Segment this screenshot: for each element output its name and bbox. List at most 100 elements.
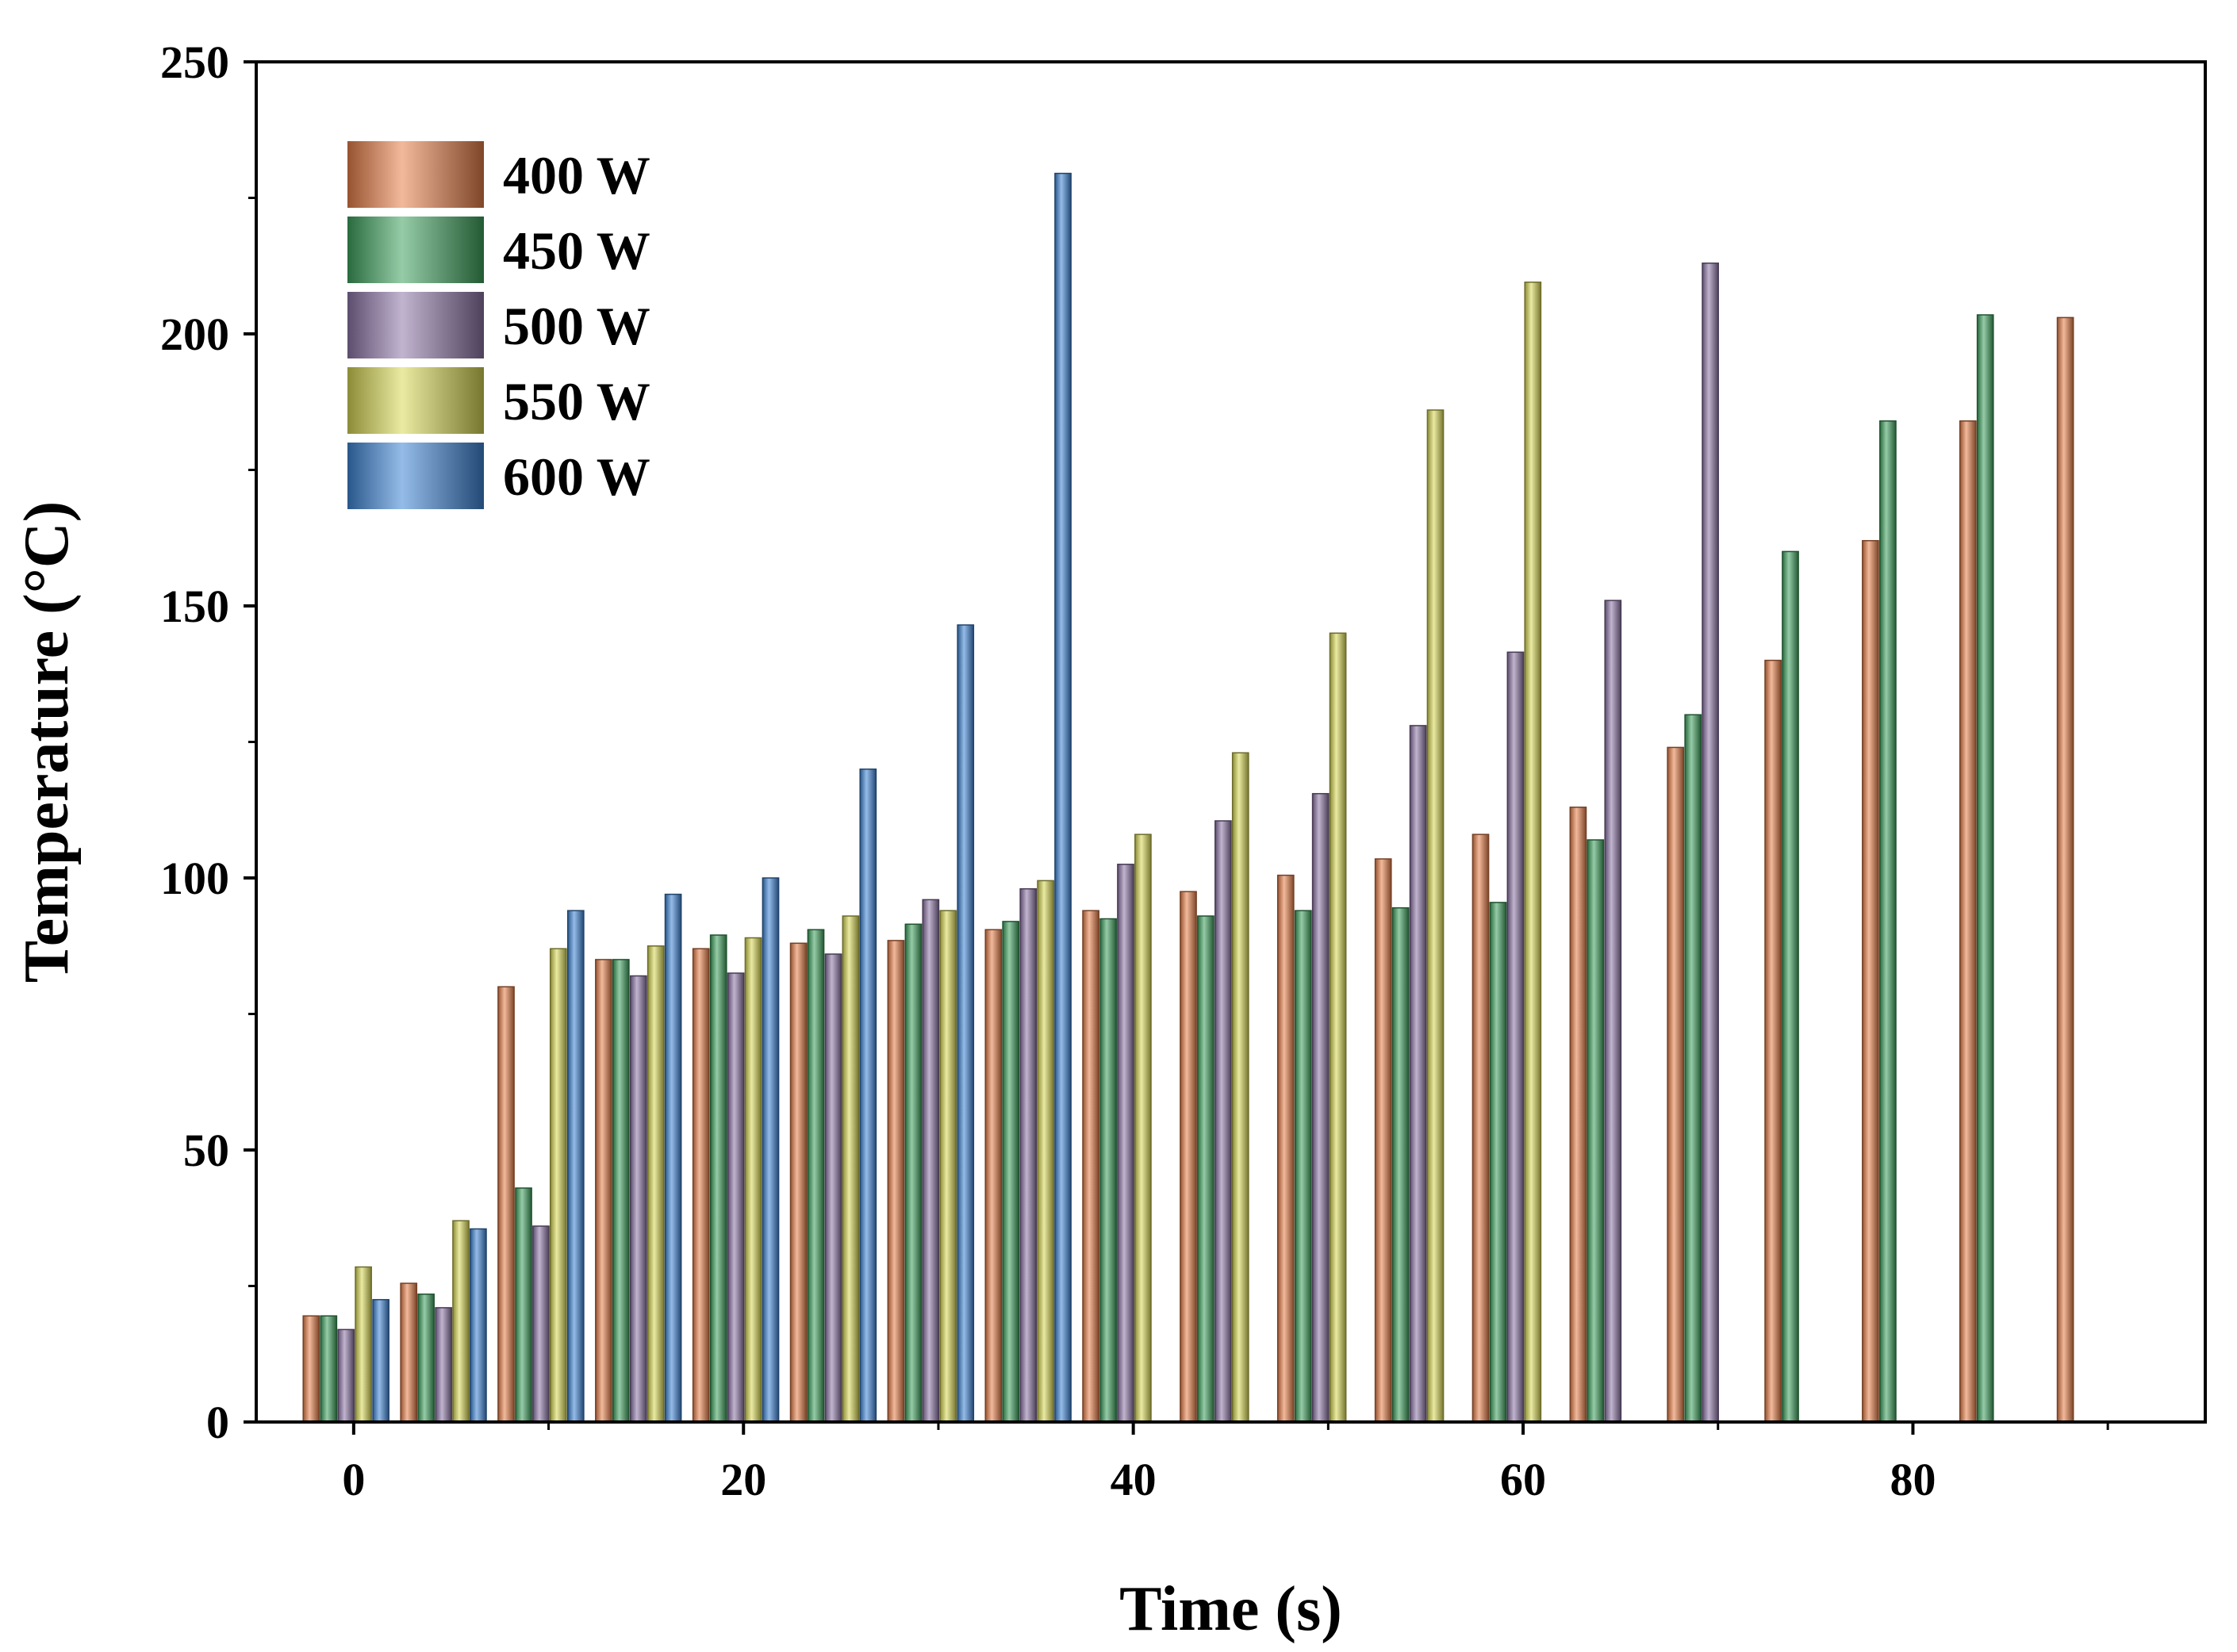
x-tick-label: 20 <box>720 1454 766 1505</box>
legend: 400 W 450 W 500 W 550 W 600 W <box>347 141 650 509</box>
bar-500w-t65 <box>1604 600 1622 1423</box>
y-axis-title: Temperature (°C) <box>12 501 82 983</box>
bar-400w-t0 <box>302 1315 320 1423</box>
bars-layer <box>302 172 2074 1423</box>
x-axis-title: Time (s) <box>1119 1574 1342 1644</box>
y-axis: 0 50 100 150 200 250 <box>160 36 256 1448</box>
bar-500w-t0 <box>337 1328 355 1423</box>
bar-400w-t25 <box>789 942 808 1423</box>
bar-550w-t15 <box>647 945 665 1423</box>
bar-400w-t55 <box>1374 858 1392 1423</box>
bar-400w-t10 <box>497 986 515 1423</box>
bar-500w-t50 <box>1311 792 1330 1423</box>
bar-600w-t10 <box>566 910 585 1423</box>
bar-400w-t20 <box>692 948 710 1423</box>
bar-550w-t60 <box>1524 282 1542 1423</box>
bar-400w-t60 <box>1472 834 1490 1423</box>
bar-400w-t35 <box>984 929 1003 1423</box>
x-axis: 0 20 40 60 80 <box>342 1422 2109 1505</box>
bar-450w-t80 <box>1879 420 1897 1423</box>
bar-450w-t45 <box>1197 915 1214 1423</box>
bar-500w-t45 <box>1214 820 1232 1423</box>
bar-600w-t25 <box>859 769 877 1423</box>
bar-550w-t5 <box>452 1220 470 1423</box>
bar-550w-t25 <box>842 915 860 1423</box>
bar-550w-t35 <box>1037 880 1054 1423</box>
bar-600w-t20 <box>762 877 780 1423</box>
bar-450w-t0 <box>320 1315 338 1423</box>
bar-550w-t20 <box>744 937 762 1423</box>
bar-500w-t70 <box>1702 263 1719 1423</box>
bar-500w-t60 <box>1506 651 1525 1423</box>
legend-label: 550 W <box>503 371 650 431</box>
bar-450w-t25 <box>807 929 825 1423</box>
legend-swatch-550w <box>347 367 484 434</box>
bar-400w-t70 <box>1667 746 1685 1423</box>
bar-500w-t20 <box>727 972 745 1423</box>
bar-450w-t40 <box>1099 918 1117 1423</box>
bar-450w-t15 <box>612 959 630 1423</box>
bar-400w-t40 <box>1082 910 1099 1423</box>
bar-450w-t20 <box>709 934 727 1423</box>
x-tick-label: 0 <box>342 1454 365 1505</box>
bar-400w-t15 <box>595 959 612 1423</box>
bar-600w-t30 <box>957 624 975 1423</box>
bar-500w-t40 <box>1117 864 1134 1423</box>
legend-swatch-400w <box>347 141 484 208</box>
bar-600w-t0 <box>372 1298 389 1423</box>
bar-400w-t45 <box>1180 891 1197 1423</box>
legend-swatch-600w <box>347 443 484 509</box>
bar-500w-t10 <box>532 1225 550 1423</box>
bar-450w-t50 <box>1294 910 1312 1423</box>
bar-500w-t55 <box>1409 725 1427 1423</box>
bar-500w-t25 <box>824 953 842 1423</box>
y-tick-label: 0 <box>206 1397 229 1448</box>
legend-swatch-500w <box>347 292 484 358</box>
bar-500w-t15 <box>629 975 647 1423</box>
bar-400w-t5 <box>400 1282 418 1423</box>
legend-swatch-450w <box>347 217 484 283</box>
bar-450w-t70 <box>1684 714 1702 1423</box>
bar-400w-t65 <box>1569 807 1587 1423</box>
bar-400w-t30 <box>887 940 905 1423</box>
bar-400w-t80 <box>1862 539 1879 1423</box>
bar-400w-t85 <box>1959 420 1977 1423</box>
bar-450w-t65 <box>1587 839 1605 1423</box>
bar-600w-t35 <box>1054 172 1072 1423</box>
bar-600w-t15 <box>664 893 682 1423</box>
y-tick-label: 200 <box>160 309 229 360</box>
bar-550w-t30 <box>939 910 957 1423</box>
bar-550w-t40 <box>1134 834 1152 1423</box>
bar-450w-t75 <box>1782 550 1799 1423</box>
bar-450w-t35 <box>1002 921 1020 1423</box>
y-tick-label: 250 <box>160 36 229 88</box>
x-tick-label: 60 <box>1500 1454 1546 1505</box>
bar-550w-t55 <box>1426 409 1445 1423</box>
x-tick-label: 80 <box>1890 1454 1936 1505</box>
bar-550w-t45 <box>1231 752 1249 1423</box>
bar-400w-t50 <box>1276 874 1295 1423</box>
legend-label: 450 W <box>503 220 650 281</box>
y-tick-label: 100 <box>160 853 229 904</box>
y-tick-label: 50 <box>183 1125 229 1176</box>
bar-450w-t30 <box>904 923 923 1423</box>
x-tick-label: 40 <box>1111 1454 1157 1505</box>
bar-500w-t30 <box>922 899 940 1423</box>
bar-600w-t5 <box>470 1228 487 1423</box>
y-tick-label: 150 <box>160 581 229 632</box>
bar-400w-t75 <box>1764 659 1782 1423</box>
bar-500w-t5 <box>435 1307 452 1423</box>
bar-500w-t35 <box>1019 887 1038 1423</box>
legend-label: 600 W <box>503 447 650 507</box>
bar-450w-t5 <box>417 1294 435 1423</box>
legend-label: 500 W <box>503 296 650 356</box>
bar-550w-t0 <box>355 1266 372 1423</box>
bar-550w-t50 <box>1329 632 1347 1423</box>
bar-450w-t55 <box>1391 906 1410 1423</box>
bar-450w-t60 <box>1489 902 1507 1423</box>
legend-label: 400 W <box>503 145 650 205</box>
bar-450w-t10 <box>515 1187 532 1423</box>
bar-550w-t10 <box>549 948 567 1423</box>
